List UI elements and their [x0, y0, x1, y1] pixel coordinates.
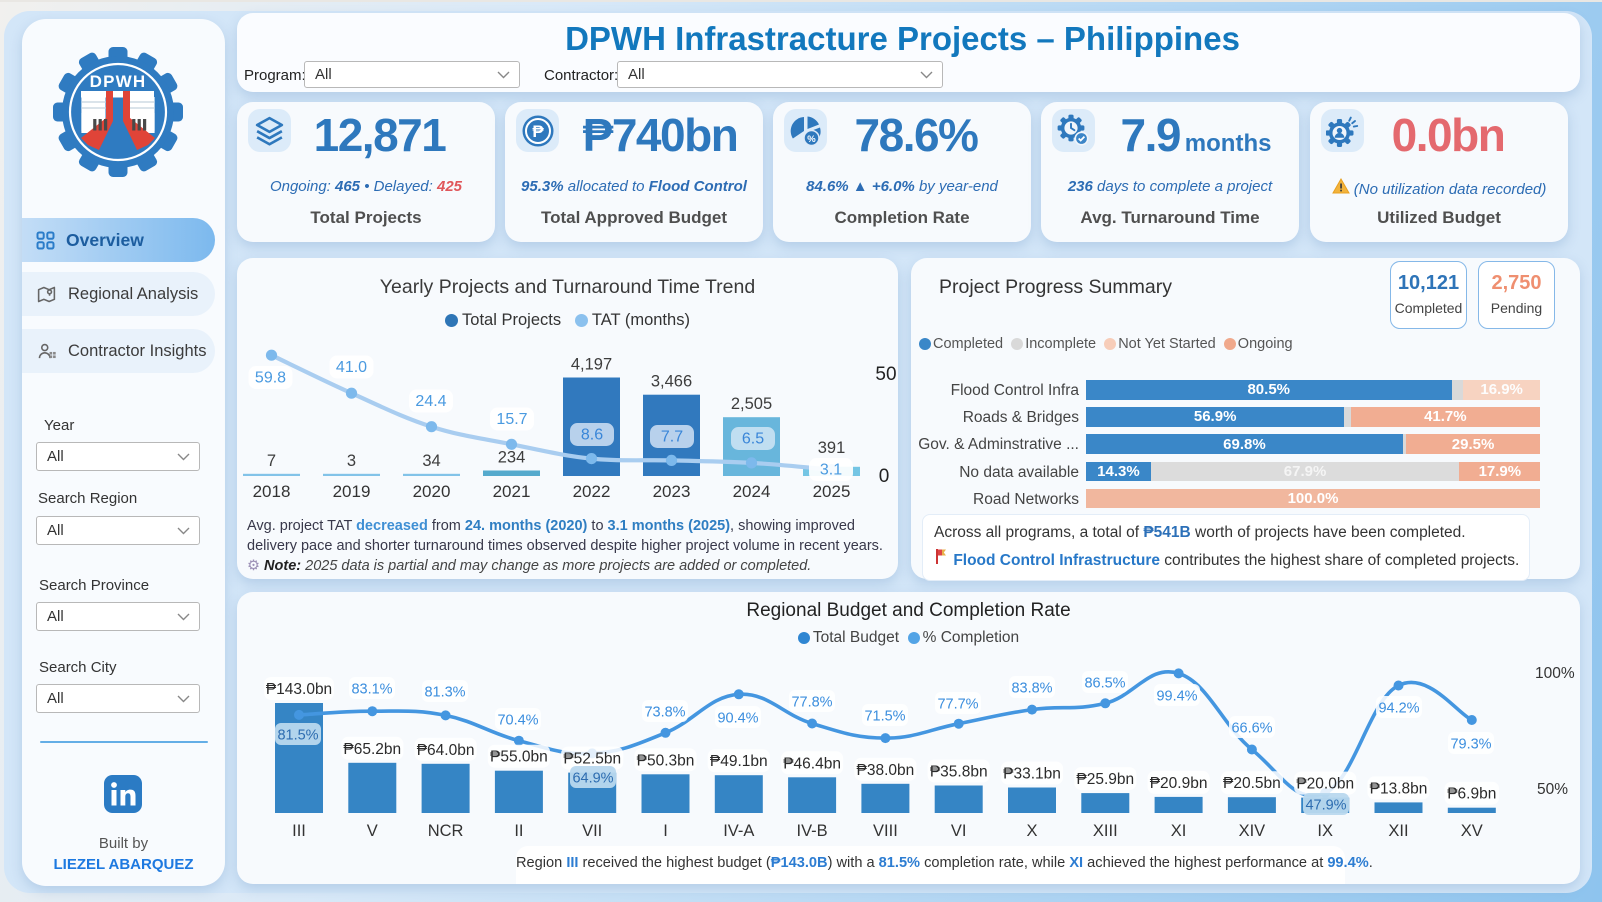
svg-text:3: 3: [347, 452, 356, 470]
svg-text:41.0: 41.0: [336, 359, 367, 376]
svg-text:VI: VI: [951, 822, 967, 840]
svg-text:2024: 2024: [733, 482, 771, 501]
svg-text:₱38.0bn: ₱38.0bn: [857, 762, 915, 779]
svg-text:₱65.2bn: ₱65.2bn: [343, 741, 401, 758]
svg-text:IX: IX: [1317, 822, 1333, 840]
svg-text:XV: XV: [1461, 822, 1483, 840]
svg-text:73.8%: 73.8%: [644, 705, 685, 721]
svg-text:77.8%: 77.8%: [791, 695, 832, 711]
svg-text:86.5%: 86.5%: [1084, 676, 1125, 692]
svg-text:X: X: [1026, 822, 1037, 840]
svg-text:VIII: VIII: [873, 822, 898, 840]
svg-text:3,466: 3,466: [651, 373, 692, 391]
svg-text:IV-B: IV-B: [797, 822, 828, 840]
svg-text:2023: 2023: [653, 482, 691, 501]
svg-text:₱13.8bn: ₱13.8bn: [1370, 780, 1428, 797]
svg-text:%: %: [807, 134, 816, 145]
svg-text:XII: XII: [1388, 822, 1408, 840]
svg-text:34: 34: [422, 452, 440, 470]
svg-text:47.9%: 47.9%: [1305, 798, 1346, 814]
svg-text:15.7: 15.7: [496, 411, 527, 428]
svg-text:77.7%: 77.7%: [937, 697, 978, 713]
svg-text:DPWH: DPWH: [90, 72, 147, 91]
svg-text:₱33.1bn: ₱33.1bn: [1003, 766, 1061, 783]
svg-text:₱64.0bn: ₱64.0bn: [417, 742, 475, 759]
svg-text:2025: 2025: [813, 482, 851, 501]
svg-text:6.5: 6.5: [742, 431, 764, 448]
svg-text:₱143.0bn: ₱143.0bn: [266, 681, 332, 698]
svg-text:391: 391: [818, 439, 846, 457]
svg-text:71.5%: 71.5%: [864, 709, 905, 725]
svg-text:₱49.1bn: ₱49.1bn: [710, 753, 768, 770]
svg-text:8.6: 8.6: [581, 427, 603, 444]
svg-text:XI: XI: [1171, 822, 1187, 840]
svg-text:III: III: [292, 822, 306, 840]
svg-text:2019: 2019: [333, 482, 371, 501]
svg-text:4,197: 4,197: [571, 356, 612, 374]
svg-text:234: 234: [498, 449, 526, 467]
svg-text:94.2%: 94.2%: [1378, 701, 1419, 717]
svg-text:II: II: [514, 822, 523, 840]
svg-text:2,505: 2,505: [731, 395, 772, 413]
svg-text:81.3%: 81.3%: [424, 685, 465, 701]
svg-text:₱20.0bn: ₱20.0bn: [1296, 776, 1354, 793]
svg-text:I: I: [663, 822, 668, 840]
svg-text:2022: 2022: [573, 482, 611, 501]
svg-text:79.3%: 79.3%: [1450, 737, 1491, 753]
svg-text:90.4%: 90.4%: [717, 711, 758, 727]
svg-text:50%: 50%: [1537, 781, 1568, 798]
svg-text:₱35.8bn: ₱35.8bn: [930, 764, 988, 781]
svg-text:66.6%: 66.6%: [1231, 721, 1272, 737]
svg-text:70.4%: 70.4%: [497, 713, 538, 729]
svg-text:₱6.9bn: ₱6.9bn: [1447, 786, 1496, 803]
svg-text:XIII: XIII: [1093, 822, 1118, 840]
svg-text:2018: 2018: [253, 482, 291, 501]
svg-text:83.8%: 83.8%: [1011, 681, 1052, 697]
svg-text:7: 7: [267, 452, 276, 470]
svg-text:64.9%: 64.9%: [572, 771, 613, 787]
svg-text:V: V: [367, 822, 378, 840]
svg-text:83.1%: 83.1%: [351, 682, 392, 698]
svg-text:XIV: XIV: [1239, 822, 1266, 840]
svg-text:₱55.0bn: ₱55.0bn: [490, 749, 548, 766]
svg-text:NCR: NCR: [428, 822, 464, 840]
svg-text:7.7: 7.7: [661, 429, 683, 446]
svg-text:₱25.9bn: ₱25.9bn: [1076, 771, 1134, 788]
svg-text:2021: 2021: [493, 482, 531, 501]
svg-text:₱20.5bn: ₱20.5bn: [1223, 775, 1281, 792]
svg-text:24.4: 24.4: [415, 393, 446, 410]
svg-text:₱46.4bn: ₱46.4bn: [783, 755, 841, 772]
svg-text:₱: ₱: [532, 122, 544, 141]
svg-text:₱50.3bn: ₱50.3bn: [637, 752, 695, 769]
svg-text:100%: 100%: [1535, 665, 1575, 682]
svg-text:2020: 2020: [413, 482, 451, 501]
svg-text:50: 50: [875, 364, 896, 385]
svg-text:59.8: 59.8: [255, 370, 286, 387]
svg-text:IV-A: IV-A: [723, 822, 754, 840]
svg-text:VII: VII: [582, 822, 602, 840]
svg-text:99.4%: 99.4%: [1156, 689, 1197, 705]
svg-text:3.1: 3.1: [820, 462, 842, 479]
svg-text:₱20.9bn: ₱20.9bn: [1150, 775, 1208, 792]
svg-text:81.5%: 81.5%: [277, 728, 318, 744]
svg-text:₱52.5bn: ₱52.5bn: [563, 751, 621, 768]
svg-text:0: 0: [879, 466, 890, 487]
